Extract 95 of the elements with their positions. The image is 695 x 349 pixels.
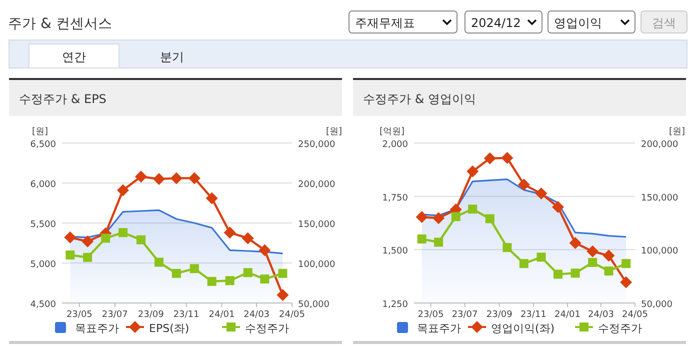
legend-label: 목표주가 [417, 322, 461, 335]
chart-title: 수정주가 & EPS [19, 92, 106, 106]
point [243, 268, 252, 278]
point [485, 214, 494, 224]
point [519, 259, 528, 268]
x-tick-label: 23/05 [418, 310, 444, 320]
point [66, 250, 75, 260]
x-tick-label: 24/03 [588, 310, 614, 320]
point [434, 238, 444, 247]
point [553, 270, 562, 279]
point [206, 192, 218, 204]
point [225, 276, 234, 286]
point [602, 250, 615, 262]
y-tick-label: 6,000 [30, 180, 56, 190]
point [276, 289, 289, 301]
point [417, 234, 426, 244]
y-tick-label: 6,500 [30, 140, 56, 150]
point [152, 173, 165, 185]
x-tick-label: 23/07 [452, 310, 478, 320]
x-tick-label: 23/11 [173, 310, 200, 320]
point [451, 212, 460, 222]
y2-tick-label: 100,000 [298, 260, 336, 270]
y2-tick-label: 100,000 [641, 246, 678, 257]
legend-label: 수정주가 [598, 322, 642, 335]
x-tick-label: 23/11 [520, 310, 546, 320]
page-header: 주가 & 컨센서스 주재무제표 2024/12 영업이익 검색 연간 분기 [8, 10, 688, 68]
y2-tick-label: 150,000 [641, 193, 678, 204]
point [604, 266, 614, 276]
legend-label: EPS(좌) [149, 322, 190, 335]
point [258, 244, 271, 256]
y2-tick-label: 50,000 [641, 300, 673, 310]
point [278, 268, 288, 278]
x-tick-label: 24/01 [554, 310, 580, 320]
point [154, 258, 164, 267]
point [82, 235, 94, 248]
x-tick-label: 23/09 [138, 310, 164, 320]
y2-axis-title: [원] [668, 127, 685, 137]
y-axis-title: [원] [32, 127, 48, 137]
point [190, 264, 199, 274]
x-tick-label: 24/03 [244, 310, 270, 320]
point [101, 234, 110, 243]
y2-tick-label: 250,000 [298, 140, 336, 150]
point [518, 178, 530, 191]
x-tick-label: 24/05 [279, 310, 305, 320]
point [172, 268, 181, 278]
point [466, 165, 479, 178]
y2-axis-title: [원] [326, 127, 342, 137]
point [416, 211, 428, 224]
x-tick-label: 23/07 [102, 310, 128, 320]
chart-title: 수정주가 & 영업이익 [363, 92, 476, 106]
y-tick-label: 1,750 [382, 193, 408, 204]
y-tick-label: 5,000 [30, 260, 56, 270]
y2-tick-label: 150,000 [298, 220, 336, 230]
point [136, 235, 146, 244]
point [170, 172, 182, 184]
point [242, 232, 254, 244]
y2-tick-label: 200,000 [298, 180, 336, 190]
y-axis-title: [억원] [379, 127, 405, 137]
point [188, 172, 200, 184]
point [535, 188, 548, 200]
point [134, 170, 147, 183]
point [502, 243, 512, 252]
x-tick-label: 24/05 [622, 310, 648, 320]
y-tick-label: 2,000 [382, 140, 408, 150]
point [224, 226, 236, 239]
point [468, 204, 478, 214]
point [260, 274, 270, 284]
y2-tick-label: 50,000 [298, 300, 330, 310]
x-tick-label: 24/01 [208, 310, 235, 320]
legend-label: 영업이익(좌) [491, 322, 555, 335]
point [536, 252, 546, 262]
x-tick-label: 23/09 [486, 310, 513, 320]
y-tick-label: 4,500 [30, 300, 56, 310]
point [570, 268, 580, 278]
x-tick-label: 23/05 [66, 310, 92, 320]
point [586, 245, 599, 258]
y-tick-label: 1,250 [382, 300, 408, 310]
point [588, 258, 598, 267]
point [484, 152, 496, 164]
legend-label: 목표주가 [75, 322, 119, 335]
point [116, 184, 129, 196]
y2-tick-label: 200,000 [641, 140, 678, 150]
point [622, 259, 631, 268]
y-tick-label: 1,500 [382, 246, 408, 257]
point [552, 201, 564, 213]
point [207, 276, 216, 286]
point [64, 231, 76, 244]
point [620, 276, 632, 288]
point [501, 152, 514, 164]
legend-label: 수정주가 [245, 322, 289, 335]
point [569, 237, 582, 250]
point [432, 212, 445, 224]
y-tick-label: 5,500 [30, 220, 56, 230]
point [83, 252, 92, 262]
point [118, 228, 128, 238]
